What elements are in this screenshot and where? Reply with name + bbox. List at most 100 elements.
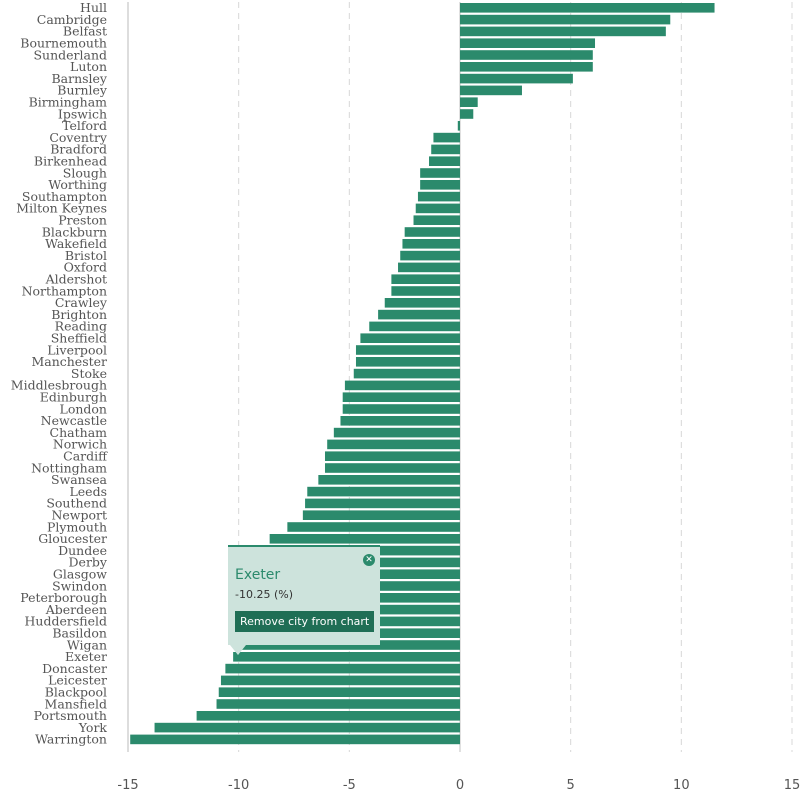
category-label: Cambridge	[37, 12, 107, 27]
bar[interactable]	[400, 250, 460, 261]
category-label: Newcastle	[41, 413, 107, 428]
close-icon[interactable]: ✕	[363, 554, 375, 566]
bar[interactable]	[225, 663, 460, 674]
category-label: Doncaster	[42, 661, 107, 676]
bar[interactable]	[457, 121, 460, 131]
bar[interactable]	[324, 463, 460, 473]
bar[interactable]	[378, 309, 460, 320]
category-label: Middlesbrough	[11, 378, 107, 393]
bar[interactable]	[360, 333, 460, 343]
bar[interactable]	[460, 62, 593, 72]
bar[interactable]	[369, 321, 460, 332]
category-label: Glasgow	[53, 567, 107, 582]
category-label: Exeter	[65, 649, 107, 664]
category-label: Burnley	[57, 83, 108, 98]
bar[interactable]	[355, 345, 460, 355]
bar[interactable]	[287, 522, 460, 532]
bar[interactable]	[460, 3, 715, 13]
x-tick-label: 10	[673, 778, 690, 792]
category-label: Preston	[58, 213, 107, 228]
category-label: Huddersfield	[25, 614, 107, 629]
bar[interactable]	[216, 699, 460, 709]
bar[interactable]	[130, 734, 461, 745]
category-label: Aberdeen	[45, 602, 107, 617]
bar[interactable]	[384, 298, 460, 308]
bar[interactable]	[305, 498, 460, 509]
category-label: Cardiff	[63, 449, 108, 464]
bar[interactable]	[154, 722, 460, 733]
bar[interactable]	[355, 357, 460, 367]
bar[interactable]	[340, 416, 460, 426]
category-label: Blackburn	[42, 224, 107, 239]
category-label: Coventry	[49, 130, 108, 145]
category-label: Leeds	[69, 484, 107, 499]
bar[interactable]	[404, 227, 460, 237]
x-tick-label: -10	[228, 778, 249, 792]
x-tick-label: -5	[343, 778, 356, 792]
bar[interactable]	[460, 38, 596, 48]
bar[interactable]	[344, 380, 460, 391]
bar[interactable]	[460, 85, 522, 96]
bar[interactable]	[236, 640, 460, 650]
category-label: Bournemouth	[20, 36, 107, 51]
category-label: York	[78, 720, 108, 735]
bar[interactable]	[415, 203, 460, 214]
bar[interactable]	[460, 50, 593, 60]
category-label: Peterborough	[20, 590, 107, 605]
bar[interactable]	[342, 404, 460, 414]
bar[interactable]	[413, 215, 460, 225]
bar[interactable]	[460, 26, 666, 37]
bar[interactable]	[324, 451, 460, 461]
category-label: Aldershot	[45, 272, 107, 287]
bar[interactable]	[420, 180, 460, 190]
bar[interactable]	[196, 711, 460, 721]
bar[interactable]	[402, 239, 460, 249]
category-label: Dundee	[58, 543, 107, 558]
bar[interactable]	[417, 191, 460, 202]
category-label: Blackpool	[45, 685, 107, 700]
category-label: Birkenhead	[34, 154, 107, 169]
category-label: Hull	[80, 0, 107, 15]
bar[interactable]	[220, 675, 460, 686]
bar[interactable]	[433, 132, 460, 143]
bar[interactable]	[460, 14, 671, 25]
category-label: Belfast	[63, 24, 107, 39]
category-label: Southend	[46, 496, 107, 511]
bar[interactable]	[429, 156, 460, 166]
bar[interactable]	[327, 439, 460, 450]
bars-layer	[130, 3, 715, 745]
bar[interactable]	[460, 73, 573, 84]
bar[interactable]	[460, 109, 474, 119]
bar[interactable]	[318, 475, 460, 485]
category-label: Telford	[62, 118, 107, 133]
category-label: Portsmouth	[34, 708, 107, 723]
x-tick-label: -15	[117, 778, 138, 792]
bar[interactable]	[307, 486, 460, 497]
bar[interactable]	[342, 392, 460, 402]
bar[interactable]	[218, 687, 460, 697]
x-tick-labels: -15 -10 -5 0 5 10 15	[117, 778, 800, 792]
category-label: Ipswich	[58, 106, 107, 121]
category-label: Luton	[70, 59, 107, 74]
category-label: Derby	[69, 555, 108, 570]
bar[interactable]	[398, 262, 460, 273]
bar[interactable]	[460, 97, 478, 107]
category-label: Oxford	[64, 260, 107, 275]
bar[interactable]	[420, 168, 460, 178]
bar[interactable]	[353, 368, 460, 379]
category-label: Swindon	[52, 578, 107, 593]
bar[interactable]	[269, 534, 460, 544]
bar[interactable]	[333, 427, 460, 438]
bar[interactable]	[391, 286, 460, 296]
category-label: Edinburgh	[40, 390, 107, 405]
bar[interactable]	[302, 510, 460, 520]
bar[interactable]	[233, 652, 460, 662]
category-label: Manchester	[31, 354, 107, 369]
remove-city-button[interactable]: Remove city from chart	[235, 611, 375, 632]
category-label: Mansfield	[45, 696, 107, 711]
category-label: Norwich	[53, 437, 107, 452]
bar[interactable]	[391, 274, 460, 284]
bar[interactable]	[431, 144, 460, 155]
category-label: Reading	[55, 319, 107, 334]
category-label: Liverpool	[47, 342, 107, 357]
